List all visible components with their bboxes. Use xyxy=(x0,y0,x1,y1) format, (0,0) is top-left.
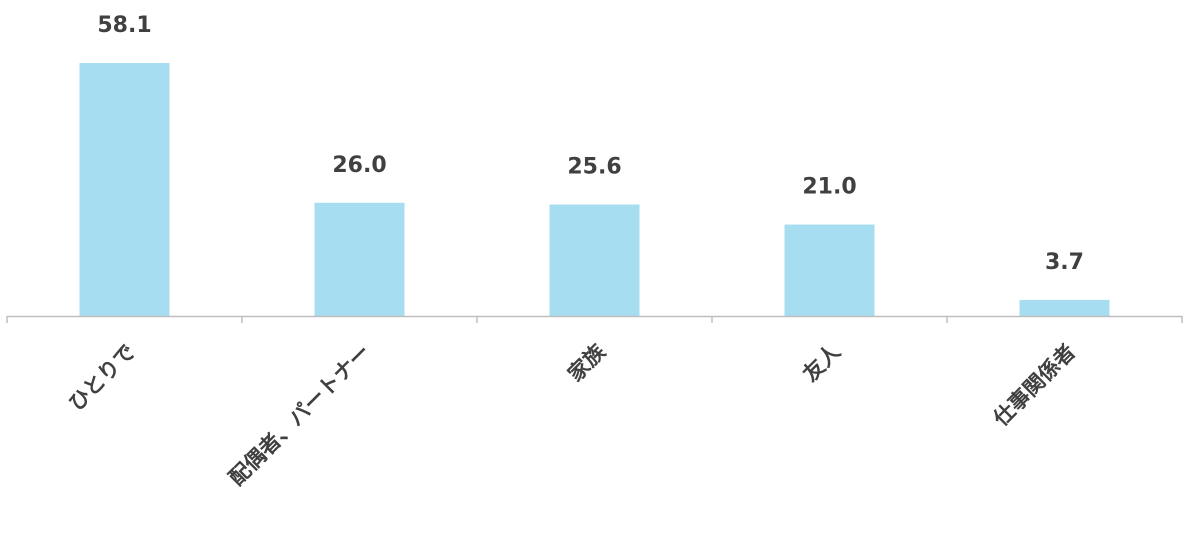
category-label-2: 家族 xyxy=(563,339,610,386)
category-label-0: ひとりで xyxy=(64,340,140,416)
value-label-4: 3.7 xyxy=(1045,250,1084,275)
value-label-3: 21.0 xyxy=(802,175,856,200)
bar-4 xyxy=(1019,299,1110,316)
category-label-4: 仕事関係者 xyxy=(988,340,1080,432)
value-label-2: 25.6 xyxy=(567,155,621,180)
bar-1 xyxy=(314,202,405,316)
bar-2 xyxy=(549,204,640,316)
category-label-1: 配偶者、パートナー xyxy=(224,340,375,491)
bar-3 xyxy=(784,224,875,316)
value-label-1: 26.0 xyxy=(332,153,386,178)
category-label-3: 友人 xyxy=(798,340,845,387)
value-label-0: 58.1 xyxy=(97,13,151,38)
bar-0 xyxy=(79,63,170,316)
